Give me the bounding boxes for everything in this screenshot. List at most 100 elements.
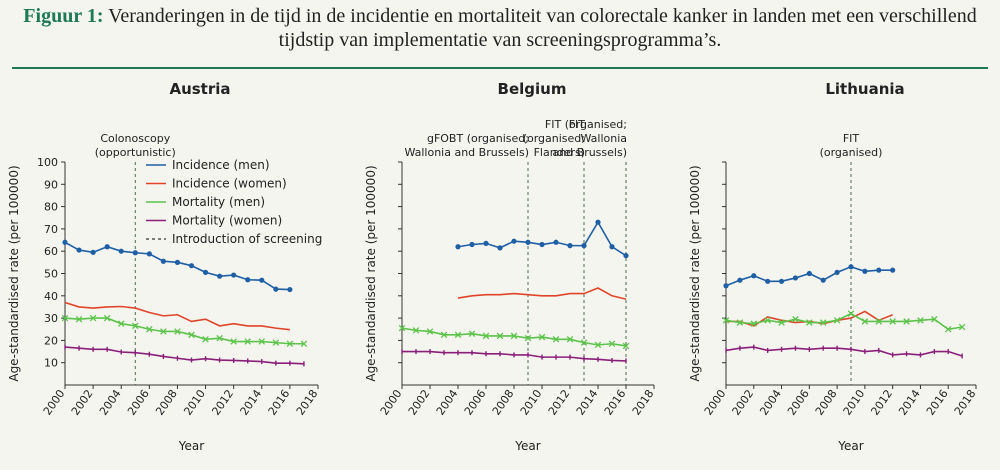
data-point [751,273,757,279]
data-point [398,324,406,332]
data-point [231,272,237,278]
screening-label: gFOBT (organised; [427,132,529,145]
screening-label: Wallonia and Brussels) [404,146,529,159]
figure-label: Figuur 1: [23,5,104,27]
x-axis-label: Year [837,439,863,453]
series-line [725,312,963,331]
data-point [273,286,279,292]
data-point [566,336,574,343]
data-point [104,244,110,250]
x-tick-label: 2004 [97,387,124,417]
chart-title: Belgium [498,80,567,98]
y-tick-label: 80 [44,201,58,214]
data-point [553,239,559,245]
data-point [876,267,882,273]
data-point [623,253,629,259]
y-tick-label: 90 [44,178,58,191]
data-point [132,250,138,256]
data-point [174,259,181,265]
series-line [64,241,290,291]
y-axis-label: Age-standardised rate (per 100000) [688,165,702,381]
data-point [594,341,602,349]
x-tick-label: 2014 [574,387,601,417]
screening-label: (organised) [820,146,883,159]
screening-label: (organised; [523,132,585,145]
data-point [806,319,813,326]
data-point [609,244,615,250]
x-tick-label: 2000 [378,387,405,417]
data-point [426,328,434,335]
x-tick-label: 2016 [266,387,293,417]
series-line [725,346,963,357]
data-point [483,240,489,246]
x-tick-label: 2010 [181,387,208,417]
legend-label: Mortality (men) [172,195,265,209]
data-point [217,273,223,279]
screening-label: (opportunistic) [95,146,176,159]
y-tick-label: 60 [44,245,58,258]
data-point [580,339,588,346]
chart-title: Lithuania [825,80,904,98]
data-point [259,277,265,283]
chart-title: Austria [169,80,230,98]
data-point [160,258,166,264]
data-point [834,269,840,275]
data-point [819,319,827,326]
x-tick-label: 2012 [868,387,895,417]
y-axis-label: Age-standardised rate (per 100000) [7,165,21,381]
data-point [931,315,938,323]
data-point [132,322,139,330]
data-point [722,317,730,324]
figure-title-line1: Veranderingen in de tijd in de incidenti… [108,5,977,27]
data-point [89,314,97,322]
series-line [64,346,304,365]
x-axis-label: Year [178,439,204,453]
data-point [765,278,771,284]
data-point [230,338,237,345]
x-tick-label: 2004 [757,387,784,417]
data-point [847,310,855,317]
screening-label: and Brussels) [552,146,627,159]
data-point [806,270,812,277]
figure-title: Figuur 1: Veranderingen in de tijd in de… [0,0,1000,64]
data-point [272,339,280,346]
x-tick-label: 2012 [209,387,236,417]
data-point [833,317,841,324]
x-tick-label: 2016 [924,387,951,417]
data-point [160,328,167,335]
screening-label: FIT [569,118,586,131]
series-line [64,301,290,331]
x-tick-label: 2002 [730,387,757,417]
screening-label: Flanders) [534,146,585,159]
data-point [764,317,771,324]
data-point [286,340,294,348]
x-tick-label: 2002 [69,387,96,417]
x-tick-label: 2018 [952,387,979,417]
data-point [525,239,531,245]
data-point [188,263,195,269]
x-tick-label: 2008 [153,387,180,417]
data-point [118,248,124,254]
data-point [792,315,799,323]
data-point [61,314,69,322]
data-point [903,318,910,325]
data-point [75,315,83,323]
data-point [202,269,209,275]
figure-title-line2: tijdstip van implementatie van screening… [278,29,722,51]
title-divider [12,67,988,69]
data-point [792,275,799,281]
data-point [76,247,82,253]
screening-label: FIT (organised; [545,118,627,131]
data-point [917,317,924,324]
data-point [216,334,223,342]
data-point [454,331,462,339]
data-point [861,318,869,325]
x-tick-label: 2002 [406,387,433,417]
data-point [539,241,545,248]
data-point [778,319,785,326]
data-point [469,241,475,248]
legend-label: Incidence (men) [172,158,270,172]
data-point [510,332,518,340]
